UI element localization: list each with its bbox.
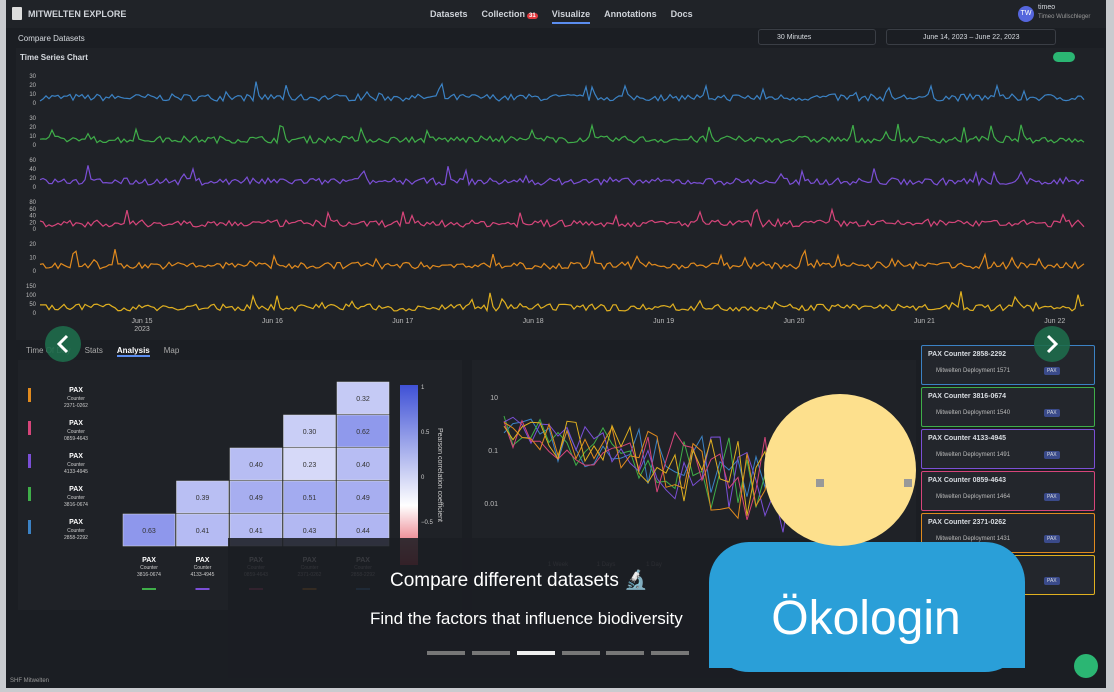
arrow-icons [59, 336, 1056, 352]
persona-head [764, 394, 916, 546]
next-button[interactable] [1034, 326, 1070, 362]
persona: Ökologin [0, 0, 1114, 692]
pager-dot[interactable] [651, 651, 689, 655]
persona-label: Ökologin [771, 592, 960, 645]
pager [427, 651, 689, 655]
pager-dot[interactable] [427, 651, 465, 655]
persona-eye [816, 479, 824, 487]
pager-dot[interactable] [472, 651, 510, 655]
pager-dot[interactable] [606, 651, 644, 655]
prev-button[interactable] [45, 326, 81, 362]
persona-eye [904, 479, 912, 487]
help-button[interactable] [1074, 654, 1098, 678]
pager-dot[interactable] [562, 651, 600, 655]
pager-dot[interactable] [517, 651, 555, 655]
